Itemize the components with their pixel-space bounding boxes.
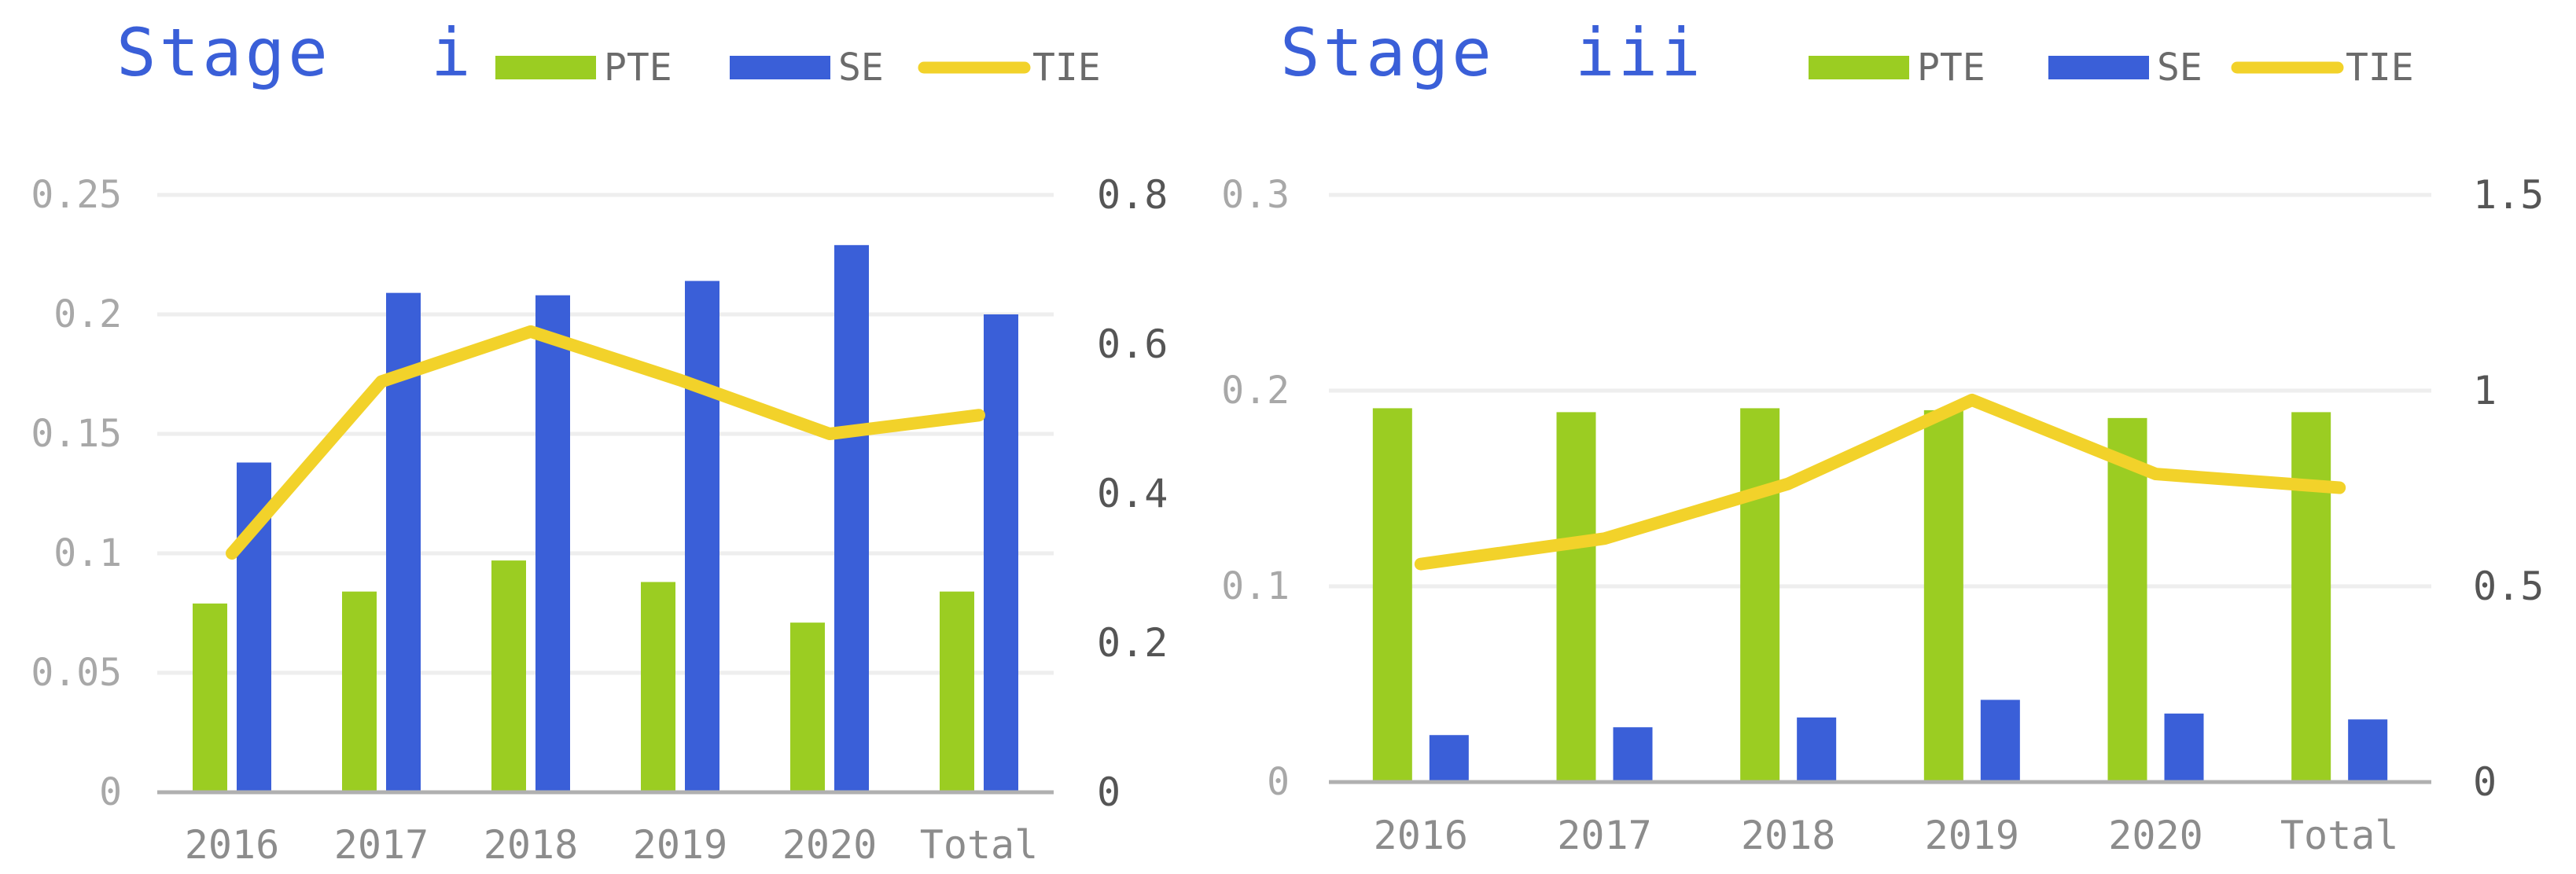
chart1-right-tick-label: 0.8	[1097, 172, 1168, 218]
chart1-legend-label-tie: TIE	[1032, 46, 1101, 90]
chart1-left-tick-label: 0	[99, 770, 122, 814]
chart1-bar-se-2018	[535, 295, 570, 792]
chart1-right-tick-label: 0	[1097, 769, 1121, 815]
chart2-x-tick-label: Total	[2280, 813, 2399, 858]
chart2-bar-pte-2020	[2107, 417, 2147, 782]
chart2-left-tick-label: 0	[1267, 760, 1290, 804]
chart2-right-tick-label: 0	[2473, 759, 2497, 805]
chart1-left-tick-label: 0.25	[31, 173, 122, 217]
chart1-title-word: Stage	[116, 14, 331, 91]
chart1-right-tick-label: 0.6	[1097, 321, 1168, 367]
chart2-left-tick-label: 0.1	[1221, 564, 1290, 608]
chart1-right-tick-label: 0.4	[1097, 471, 1168, 516]
chart1-bar-pte-2017	[342, 591, 377, 792]
chart2-right-tick-label: 1	[2473, 368, 2497, 413]
chart2-series-line-tie	[1414, 393, 2346, 571]
chart2-bar-pte-2018	[1740, 408, 1780, 782]
chart1-x-tick-label: 2016	[185, 822, 279, 868]
chart1-bar-se-2020	[834, 244, 869, 793]
chart1-title-numeral: i	[431, 14, 474, 91]
chart2-x-tick-label: 2018	[1741, 813, 1835, 858]
chart1-series-line-tie	[226, 325, 985, 560]
chart1-left-tick-label: 0.15	[31, 412, 122, 456]
chart1-right-tick-label: 0.2	[1097, 620, 1168, 666]
chart1-bar-pte-2018	[491, 560, 526, 792]
chart1-x-tick-label: 2020	[782, 822, 877, 868]
chart1-bar-pte-2019	[641, 582, 675, 792]
chart2-x-tick-label: 2019	[1925, 813, 2019, 858]
chart2-bar-se-total	[2348, 719, 2388, 782]
chart1-legend-swatch-pte	[495, 56, 596, 79]
chart2-bar-pte-2017	[1556, 412, 1596, 782]
chart2-bar-se-2017	[1613, 727, 1653, 782]
chart2-legend-swatch-se	[2048, 56, 2149, 79]
chart1-bar-pte-total	[940, 591, 974, 792]
chart2-bar-pte-2016	[1372, 408, 1412, 782]
chart1-legend-swatch-se	[730, 56, 830, 79]
chart2-bar-se-2020	[2164, 713, 2204, 782]
chart2-x-tick-label: 2020	[2108, 813, 2202, 858]
chart1-left-tick-label: 0.05	[31, 651, 122, 695]
chart2-legend-label-pte: PTE	[1917, 46, 1985, 90]
chart1-bar-pte-2020	[790, 622, 825, 792]
chart2-title-word: Stage	[1280, 14, 1495, 91]
chart2-title-numeral: iii	[1575, 14, 1704, 91]
chart1-x-tick-label: 2017	[334, 822, 429, 868]
chart2-bar-se-2019	[1980, 700, 2020, 782]
chart2-legend-label-tie: TIE	[2346, 46, 2414, 90]
chart1-left-tick-label: 0.2	[53, 292, 122, 336]
chart1-x-tick-label: 2018	[484, 822, 578, 868]
chart2-left-tick-label: 0.2	[1221, 369, 1290, 413]
chart1-left-tick-label: 0.1	[53, 531, 122, 575]
chart2-bar-pte-total	[2291, 412, 2331, 782]
chart2-bar-se-2016	[1429, 735, 1469, 782]
chart1-legend-label-se: SE	[838, 46, 884, 90]
chart1-bar-se-total	[984, 314, 1018, 792]
chart2-right-tick-label: 0.5	[2473, 564, 2544, 609]
chart2-legend-swatch-pte	[1809, 56, 1909, 79]
chart2-legend-label-se: SE	[2157, 46, 2202, 90]
chart1-x-tick-label: 2019	[633, 822, 727, 868]
chart2-left-tick-label: 0.3	[1221, 173, 1290, 217]
chart2-x-tick-label: 2017	[1557, 813, 1651, 858]
chart2-bar-pte-2019	[1923, 409, 1963, 782]
chart2-x-tick-label: 2016	[1374, 813, 1468, 858]
chart2-bar-se-2018	[1797, 717, 1837, 782]
chart2-right-tick-label: 1.5	[2473, 172, 2544, 218]
chart1-bar-pte-2016	[193, 603, 227, 792]
chart1-legend-label-pte: PTE	[604, 46, 672, 90]
chart1-x-tick-label: Total	[920, 822, 1039, 868]
chart1-bar-se-2019	[685, 281, 719, 792]
